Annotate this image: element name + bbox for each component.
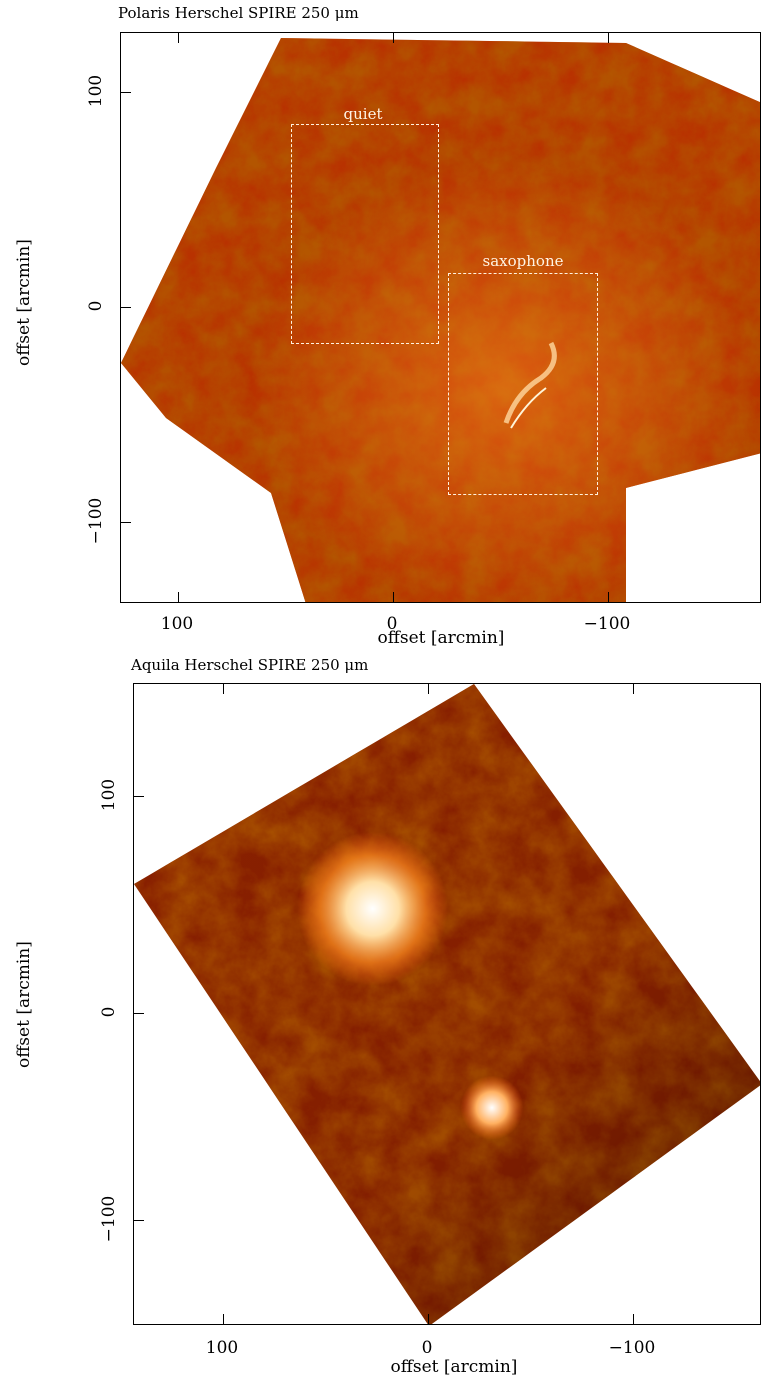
aquila-title: Aquila Herschel SPIRE 250 μm [131,656,369,674]
aquila-x-tick [428,684,429,694]
aquila-x-tick [223,1314,224,1324]
polaris-x-tick [178,592,179,602]
polaris-y-tick-label: 0 [86,300,106,312]
saxophone-region-label: saxophone [482,252,564,270]
aquila-x-tick-label: 100 [205,1338,239,1358]
aquila-y-tick-label: −100 [99,1195,119,1243]
polaris-y-tick [121,307,131,308]
polaris-y-axis-label: offset [arcmin] [14,239,34,366]
polaris-map-frame: quiet saxophone [120,32,761,603]
aquila-y-tick-label: 100 [99,778,119,812]
polaris-title: Polaris Herschel SPIRE 250 μm [118,4,359,22]
aquila-x-tick-label: 0 [421,1338,433,1358]
polaris-y-tick [121,92,131,93]
polaris-x-tick [608,33,609,43]
polaris-x-tick [393,592,394,602]
polaris-map-image [121,38,760,602]
polaris-panel: Polaris Herschel SPIRE 250 μm offset [ar… [0,0,761,650]
polaris-x-tick [608,592,609,602]
aquila-x-tick [428,1314,429,1324]
polaris-x-tick-label: −100 [583,614,631,634]
polaris-y-tick-label: −100 [86,497,106,545]
quiet-region-box [291,124,439,344]
aquila-x-axis-label: offset [arcmin] [390,1357,518,1377]
polaris-x-tick [178,33,179,43]
polaris-x-tick-label: 100 [160,614,194,634]
aquila-y-tick-label: 0 [99,1006,119,1018]
aquila-y-tick [134,796,144,797]
aquila-panel: Aquila Herschel SPIRE 250 μm offset [arc… [0,650,761,1399]
polaris-y-tick [121,522,131,523]
aquila-y-tick [134,1220,144,1221]
polaris-x-tick-label: 0 [386,614,398,634]
aquila-map-frame [133,683,761,1325]
quiet-region-label: quiet [343,105,383,123]
aquila-x-tick [633,684,634,694]
aquila-map-image [134,684,760,1324]
aquila-y-tick [134,1013,144,1014]
aquila-x-tick-label: −100 [608,1338,656,1358]
aquila-x-tick [633,1314,634,1324]
saxophone-region-box [448,273,598,495]
polaris-y-tick-label: 100 [86,74,106,108]
polaris-x-axis-label: offset [arcmin] [377,628,505,648]
aquila-x-tick [223,684,224,694]
aquila-y-axis-label: offset [arcmin] [14,941,34,1068]
polaris-x-tick [393,33,394,43]
